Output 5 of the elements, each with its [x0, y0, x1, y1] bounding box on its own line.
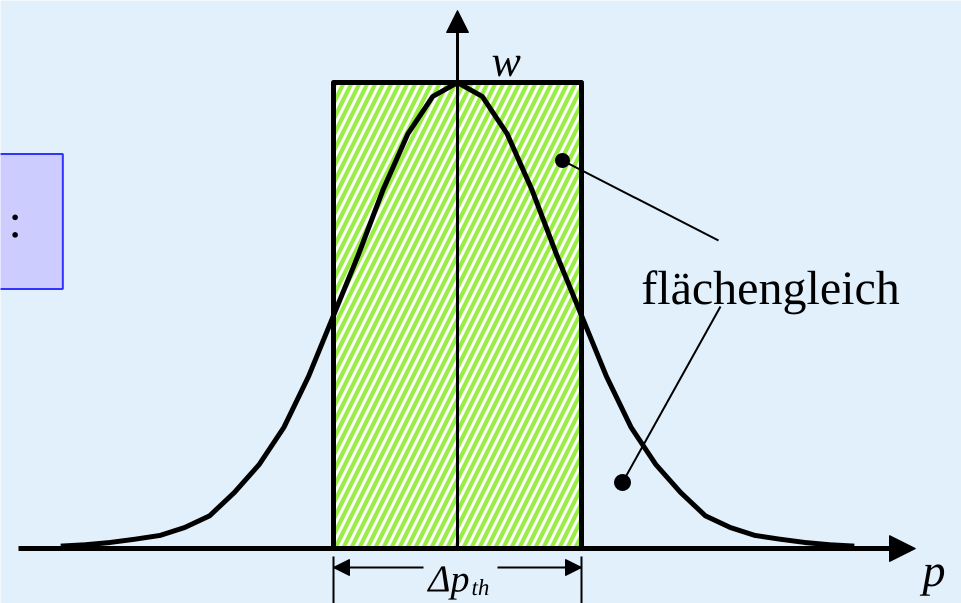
x-axis-title: p: [920, 545, 946, 596]
y-axis-title: w: [492, 37, 522, 86]
text: :: [8, 195, 22, 248]
annotation: flächengleich: [641, 262, 900, 315]
text: Δpth: [426, 558, 490, 600]
